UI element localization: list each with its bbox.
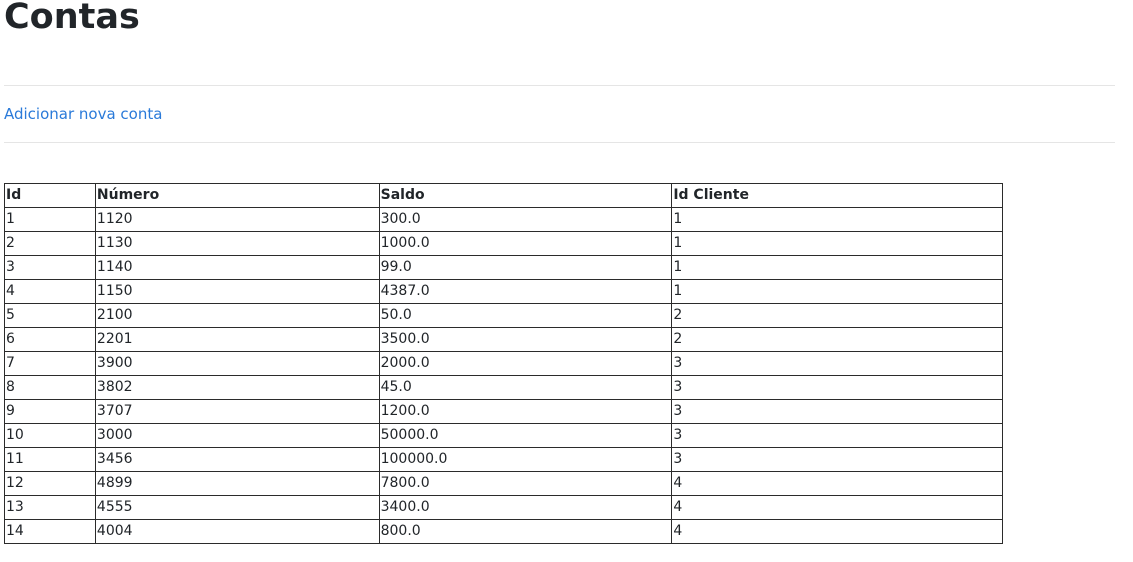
table-row: 10 3000 50000.0 3 [4,423,1003,448]
table-row: 14 4004 800.0 4 [4,519,1003,544]
cell-saldo: 1200.0 [378,399,673,424]
cell-numero: 4004 [94,519,380,544]
cell-numero: 1150 [94,279,380,304]
cell-id: 12 [4,471,96,496]
cell-saldo: 1000.0 [378,231,673,256]
table-row: 2 1130 1000.0 1 [4,231,1003,256]
cell-numero: 1140 [94,255,380,280]
cell-id: 3 [4,255,96,280]
cell-id-cliente: 3 [671,399,1003,424]
cell-id-cliente: 3 [671,375,1003,400]
cell-id-cliente: 3 [671,447,1003,472]
divider-top [4,85,1115,86]
cell-saldo: 99.0 [378,255,673,280]
cell-id: 8 [4,375,96,400]
add-account-link[interactable]: Adicionar nova conta [4,105,163,123]
cell-id-cliente: 1 [671,207,1003,232]
cell-id: 10 [4,423,96,448]
table-row: 3 1140 99.0 1 [4,255,1003,280]
table-row: 12 4899 7800.0 4 [4,471,1003,496]
cell-saldo: 45.0 [378,375,673,400]
table-row: 5 2100 50.0 2 [4,303,1003,328]
cell-saldo: 7800.0 [378,471,673,496]
cell-id-cliente: 4 [671,495,1003,520]
cell-numero: 1130 [94,231,380,256]
cell-id: 7 [4,351,96,376]
cell-id: 2 [4,231,96,256]
header-numero: Número [94,183,380,208]
cell-id-cliente: 3 [671,351,1003,376]
cell-id: 1 [4,207,96,232]
table-row: 4 1150 4387.0 1 [4,279,1003,304]
cell-id-cliente: 1 [671,255,1003,280]
cell-saldo: 800.0 [378,519,673,544]
cell-id-cliente: 4 [671,519,1003,544]
table-row: 11 3456 100000.0 3 [4,447,1003,472]
cell-numero: 4899 [94,471,380,496]
cell-saldo: 4387.0 [378,279,673,304]
cell-numero: 3456 [94,447,380,472]
header-id: Id [4,183,96,208]
cell-id: 11 [4,447,96,472]
header-id-cliente: Id Cliente [671,183,1003,208]
cell-numero: 3707 [94,399,380,424]
divider-bottom [4,142,1115,143]
cell-id: 5 [4,303,96,328]
cell-saldo: 3400.0 [378,495,673,520]
cell-id-cliente: 1 [671,279,1003,304]
table-body: 1 1120 300.0 1 2 1130 1000.0 1 3 1140 99… [4,207,1003,544]
accounts-table: Id Número Saldo Id Cliente 1 1120 300.0 … [4,183,1003,544]
cell-numero: 1120 [94,207,380,232]
cell-saldo: 50000.0 [378,423,673,448]
cell-saldo: 100000.0 [378,447,673,472]
cell-id-cliente: 2 [671,303,1003,328]
table-row: 13 4555 3400.0 4 [4,495,1003,520]
cell-id-cliente: 3 [671,423,1003,448]
cell-id-cliente: 2 [671,327,1003,352]
cell-numero: 3802 [94,375,380,400]
table-row: 9 3707 1200.0 3 [4,399,1003,424]
table-row: 8 3802 45.0 3 [4,375,1003,400]
cell-id: 4 [4,279,96,304]
cell-saldo: 50.0 [378,303,673,328]
cell-id: 14 [4,519,96,544]
table-header-row: Id Número Saldo Id Cliente [4,183,1003,208]
cell-id-cliente: 1 [671,231,1003,256]
cell-numero: 2201 [94,327,380,352]
cell-id: 6 [4,327,96,352]
table-row: 6 2201 3500.0 2 [4,327,1003,352]
cell-saldo: 2000.0 [378,351,673,376]
cell-saldo: 300.0 [378,207,673,232]
table-header: Id Número Saldo Id Cliente [4,183,1003,208]
cell-numero: 4555 [94,495,380,520]
cell-saldo: 3500.0 [378,327,673,352]
header-saldo: Saldo [378,183,673,208]
table-row: 1 1120 300.0 1 [4,207,1003,232]
page-title: Contas [4,0,140,37]
cell-id: 13 [4,495,96,520]
cell-id: 9 [4,399,96,424]
cell-id-cliente: 4 [671,471,1003,496]
cell-numero: 3900 [94,351,380,376]
cell-numero: 3000 [94,423,380,448]
table-row: 7 3900 2000.0 3 [4,351,1003,376]
cell-numero: 2100 [94,303,380,328]
